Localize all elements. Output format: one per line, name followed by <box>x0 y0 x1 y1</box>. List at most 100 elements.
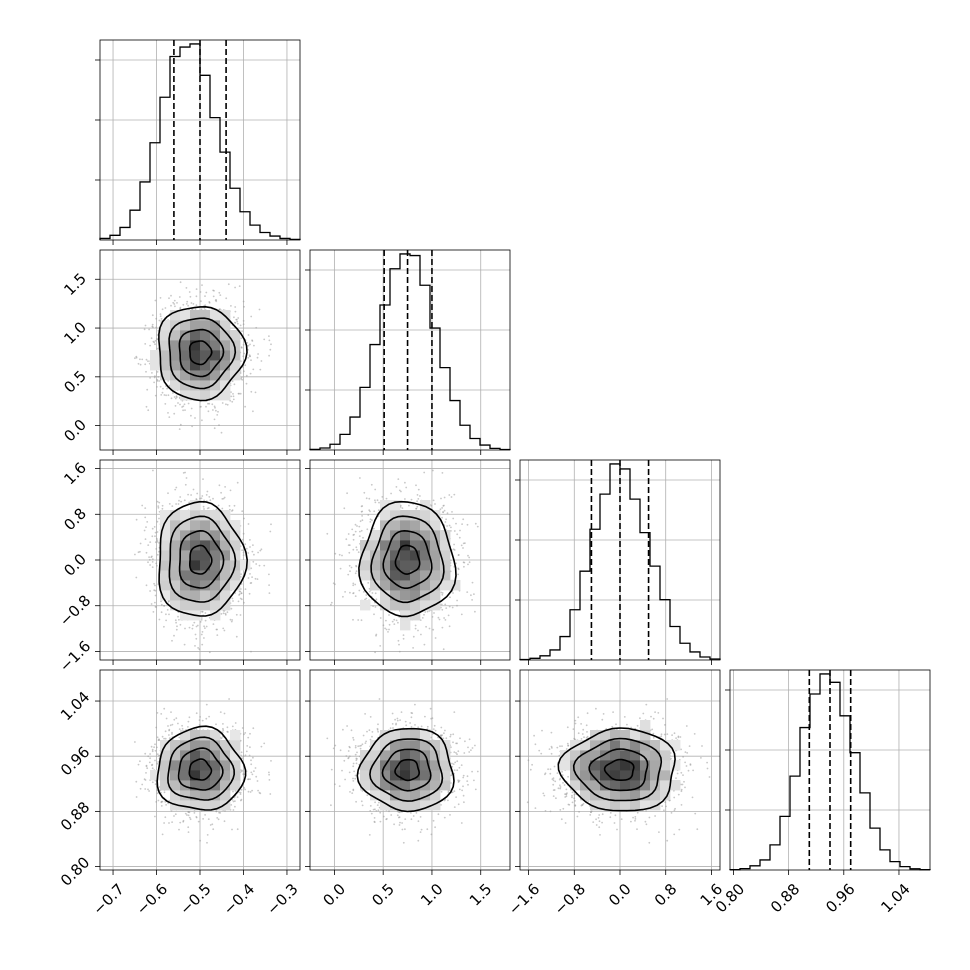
scatter-point <box>197 820 200 823</box>
scatter-point <box>238 590 241 593</box>
scatter-point <box>236 322 239 325</box>
density-cell <box>590 750 601 761</box>
density-cell <box>230 780 241 791</box>
scatter-point <box>428 662 430 664</box>
scatter-point <box>218 424 220 426</box>
scatter-point <box>663 733 666 736</box>
scatter-point <box>148 790 151 792</box>
density-cell <box>640 750 651 761</box>
density-cell <box>200 320 211 331</box>
scatter-point <box>249 372 252 375</box>
scatter-point <box>393 823 395 826</box>
density-cell <box>190 340 201 351</box>
scatter-point <box>394 718 396 721</box>
scatter-point <box>184 471 187 474</box>
scatter-point <box>227 731 229 733</box>
scatter-point <box>347 544 350 546</box>
scatter-point <box>195 712 198 715</box>
density-cell <box>210 610 221 621</box>
scatter-point <box>467 783 469 786</box>
density-cell <box>420 770 431 781</box>
scatter-point <box>167 725 169 727</box>
density-cell <box>420 570 431 581</box>
scatter-point <box>157 799 160 802</box>
density-cell <box>230 730 241 741</box>
scatter-point <box>231 799 234 801</box>
density-cell <box>380 590 391 601</box>
scatter-point <box>269 348 272 351</box>
scatter-point <box>651 728 654 731</box>
density-cell <box>670 760 681 771</box>
contour-level-4 <box>557 727 676 812</box>
density-cell <box>430 570 441 581</box>
scatter-point <box>204 295 206 297</box>
density-cell <box>420 520 431 531</box>
density-cell <box>200 570 211 581</box>
scatter-point <box>453 806 456 808</box>
scatter-point <box>369 521 372 523</box>
scatter-point <box>463 801 465 804</box>
scatter-point <box>458 788 461 791</box>
scatter-point <box>666 839 669 842</box>
scatter-point <box>347 533 350 535</box>
scatter-point <box>158 738 160 741</box>
scatter-point <box>134 357 136 360</box>
density-cell <box>640 780 651 791</box>
density-cell <box>400 610 411 621</box>
scatter-point <box>416 505 419 508</box>
scatter-point <box>350 729 353 732</box>
scatter-point <box>642 712 645 715</box>
scatter-point <box>559 745 561 748</box>
scatter-point <box>174 405 177 407</box>
scatter-point <box>381 496 384 498</box>
scatter-point <box>415 484 417 487</box>
scatter-point <box>458 779 461 782</box>
density-cell <box>190 550 201 561</box>
scatter-point <box>378 501 380 504</box>
scatter-point <box>232 800 235 803</box>
density-cell <box>380 730 391 741</box>
scatter-point <box>673 833 676 836</box>
scatter-point <box>440 790 443 793</box>
scatter-point <box>334 783 336 786</box>
scatter-point <box>170 294 172 297</box>
scatter-point <box>352 618 354 621</box>
scatter-point <box>680 788 683 791</box>
scatter-point <box>258 308 261 311</box>
density-cell <box>160 750 171 761</box>
scatter-point <box>585 724 588 727</box>
density-cell <box>230 540 241 551</box>
scatter-point <box>694 812 697 815</box>
scatter-point <box>175 628 178 631</box>
density-cell <box>410 740 421 751</box>
scatter-point <box>457 750 460 753</box>
scatter-point <box>339 749 342 752</box>
scatter-point <box>239 614 242 616</box>
scatter-point <box>352 788 355 791</box>
density-content <box>326 698 479 844</box>
scatter-point <box>232 393 234 395</box>
histogram-step <box>729 673 931 871</box>
scatter-point <box>665 805 667 808</box>
scatter-point <box>440 591 443 594</box>
scatter-point <box>415 812 418 814</box>
scatter-point <box>567 744 569 747</box>
scatter-point <box>239 324 242 327</box>
density-cell <box>440 580 451 591</box>
density-cell <box>410 570 421 581</box>
scatter-point <box>366 794 369 797</box>
density-cell <box>370 740 381 751</box>
density-cell <box>380 570 391 581</box>
scatter-point <box>187 304 190 307</box>
scatter-point <box>586 712 589 715</box>
scatter-point <box>242 773 245 776</box>
scatter-point <box>440 497 442 500</box>
scatter-point <box>148 556 151 558</box>
density-cell <box>170 540 181 551</box>
scatter-point <box>151 535 154 538</box>
scatter-point <box>207 507 210 509</box>
density-cell <box>600 780 611 791</box>
scatter-point <box>157 506 160 509</box>
scatter-point <box>240 337 243 340</box>
scatter-point <box>199 716 202 718</box>
